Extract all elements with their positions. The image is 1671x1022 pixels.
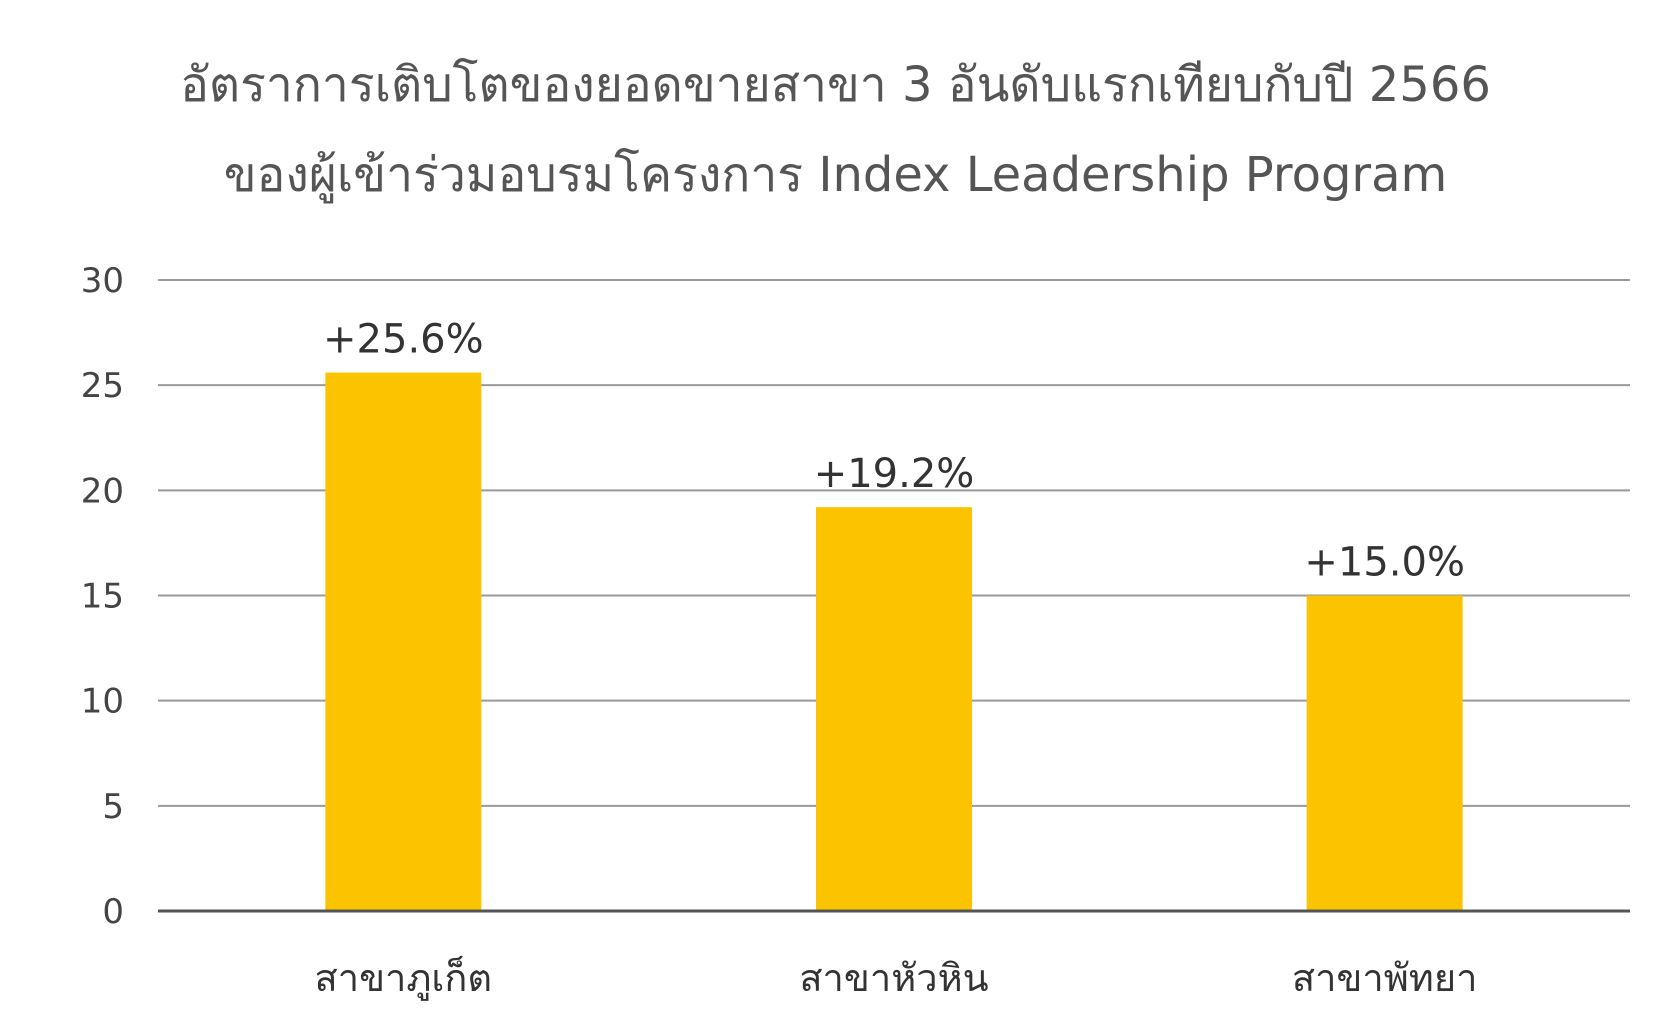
x-tick-label: สาขาพัทยา <box>1292 956 1478 1000</box>
y-tick-label: 5 <box>102 787 124 827</box>
y-tick-label: 0 <box>102 892 124 932</box>
y-tick-label: 25 <box>81 366 124 406</box>
chart-title-line-1: อัตราการเติบโตของยอดขายสาขา 3 อันดับแรกเ… <box>180 57 1491 113</box>
chart-title-line-2: ของผู้เข้าร่วมอบรมโครงการ Index Leadersh… <box>223 147 1448 203</box>
x-tick-label: สาขาหัวหิน <box>799 956 988 1000</box>
data-label: +15.0% <box>1304 540 1465 586</box>
y-tick-label: 10 <box>81 682 124 722</box>
data-label: +19.2% <box>814 451 975 497</box>
bar <box>325 372 482 912</box>
y-tick-label: 20 <box>81 471 124 511</box>
chart-title: อัตราการเติบโตของยอดขายสาขา 3 อันดับแรกเ… <box>0 40 1671 220</box>
x-tick-label: สาขาภูเก็ต <box>315 955 493 1001</box>
bar <box>816 507 972 911</box>
y-tick-label: 15 <box>81 577 124 617</box>
data-label: +25.6% <box>323 317 484 363</box>
bar <box>1306 595 1463 911</box>
y-tick-label: 30 <box>81 261 124 301</box>
